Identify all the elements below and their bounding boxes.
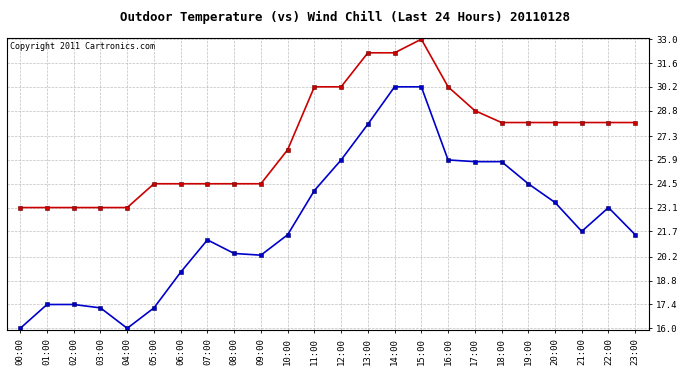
Text: Outdoor Temperature (vs) Wind Chill (Last 24 Hours) 20110128: Outdoor Temperature (vs) Wind Chill (Las…: [120, 11, 570, 24]
Text: Copyright 2011 Cartronics.com: Copyright 2011 Cartronics.com: [10, 42, 155, 51]
